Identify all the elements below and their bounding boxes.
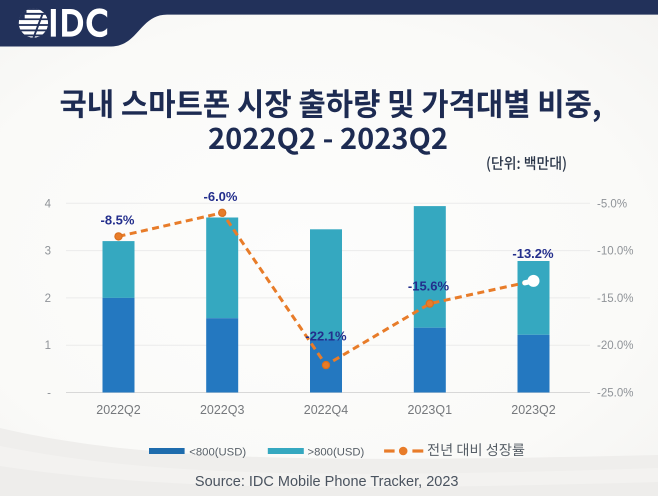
svg-text:-5.0%: -5.0%: [597, 198, 627, 210]
svg-text:1: 1: [45, 340, 51, 352]
svg-text:4: 4: [45, 198, 52, 210]
svg-text:-25.0%: -25.0%: [597, 388, 633, 400]
svg-text:-15.6%: -15.6%: [408, 279, 450, 294]
svg-text:2022Q4: 2022Q4: [304, 403, 349, 417]
svg-text:2: 2: [45, 293, 51, 305]
svg-text:<800(USD): <800(USD): [189, 447, 246, 459]
svg-text:3: 3: [45, 246, 51, 258]
svg-text:2023Q2: 2023Q2: [511, 403, 556, 417]
svg-text:-8.5%: -8.5%: [101, 213, 135, 228]
svg-text:-10.0%: -10.0%: [597, 246, 633, 258]
svg-text:2022Q2: 2022Q2: [96, 403, 141, 417]
svg-text:2023Q1: 2023Q1: [408, 403, 453, 417]
svg-text:Source: IDC Mobile Phone Track: Source: IDC Mobile Phone Tracker, 2023: [195, 474, 459, 490]
svg-text:-20.0%: -20.0%: [597, 340, 633, 352]
svg-text:2022Q3: 2022Q3: [200, 403, 245, 417]
svg-text:>800(USD): >800(USD): [308, 447, 365, 459]
svg-text:-: -: [47, 388, 51, 400]
svg-text:-13.2%: -13.2%: [512, 246, 554, 261]
svg-text:-22.1%: -22.1%: [305, 329, 347, 344]
svg-text:-15.0%: -15.0%: [597, 293, 633, 305]
svg-text:-6.0%: -6.0%: [204, 189, 238, 204]
